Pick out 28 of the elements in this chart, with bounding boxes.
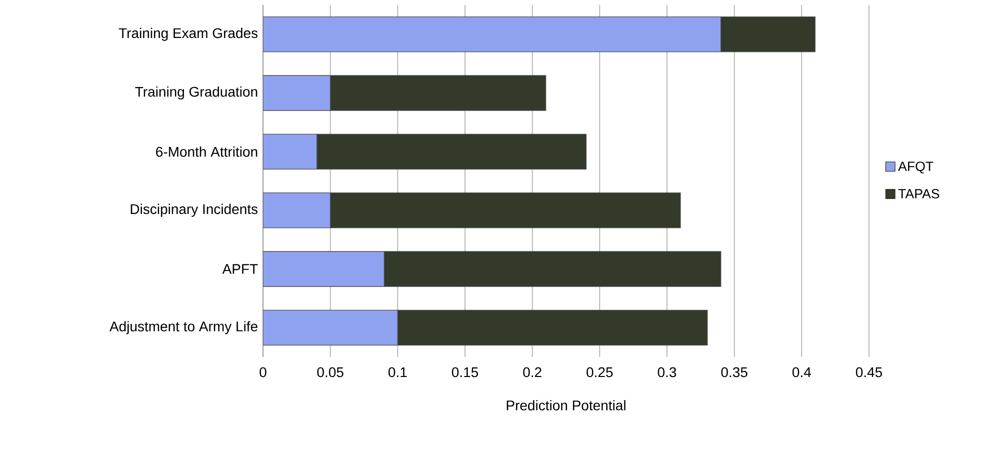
x-tick-label: 0.45	[856, 367, 882, 378]
legend-label: AFQT	[898, 162, 934, 174]
x-tick-label: 0	[260, 367, 266, 378]
bar	[316, 134, 587, 170]
bar	[263, 16, 722, 52]
x-tick-label: 0.25	[586, 367, 613, 378]
x-axis-title: Prediction Potential	[506, 400, 626, 410]
x-tick-label: 0.3	[658, 367, 676, 378]
y-tick-label: APFT	[222, 264, 258, 274]
bar	[263, 251, 385, 287]
x-tick-label: 0.35	[721, 367, 748, 378]
bar	[263, 192, 331, 228]
bar	[330, 75, 546, 111]
legend-label: TAPAS	[898, 189, 940, 198]
x-tick-label: 0.1	[388, 367, 407, 378]
bar	[263, 310, 398, 346]
y-tick-label: Discipinary Incidents	[130, 204, 258, 217]
y-tick-label: 6-Month Attrition	[156, 146, 258, 157]
x-tick-label: 0.05	[317, 367, 344, 378]
x-tick-label: 0.2	[523, 367, 542, 378]
x-tick-label: 0.15	[452, 367, 478, 378]
bar	[263, 134, 318, 170]
bar	[330, 192, 681, 228]
y-tick-label: Adjustment to Army Life	[109, 321, 258, 334]
bar	[263, 75, 331, 111]
x-tick-label: 0.4	[792, 367, 811, 378]
y-tick-label: Training Graduation	[135, 86, 258, 100]
y-tick-label: Training Exam Grades	[118, 28, 258, 41]
